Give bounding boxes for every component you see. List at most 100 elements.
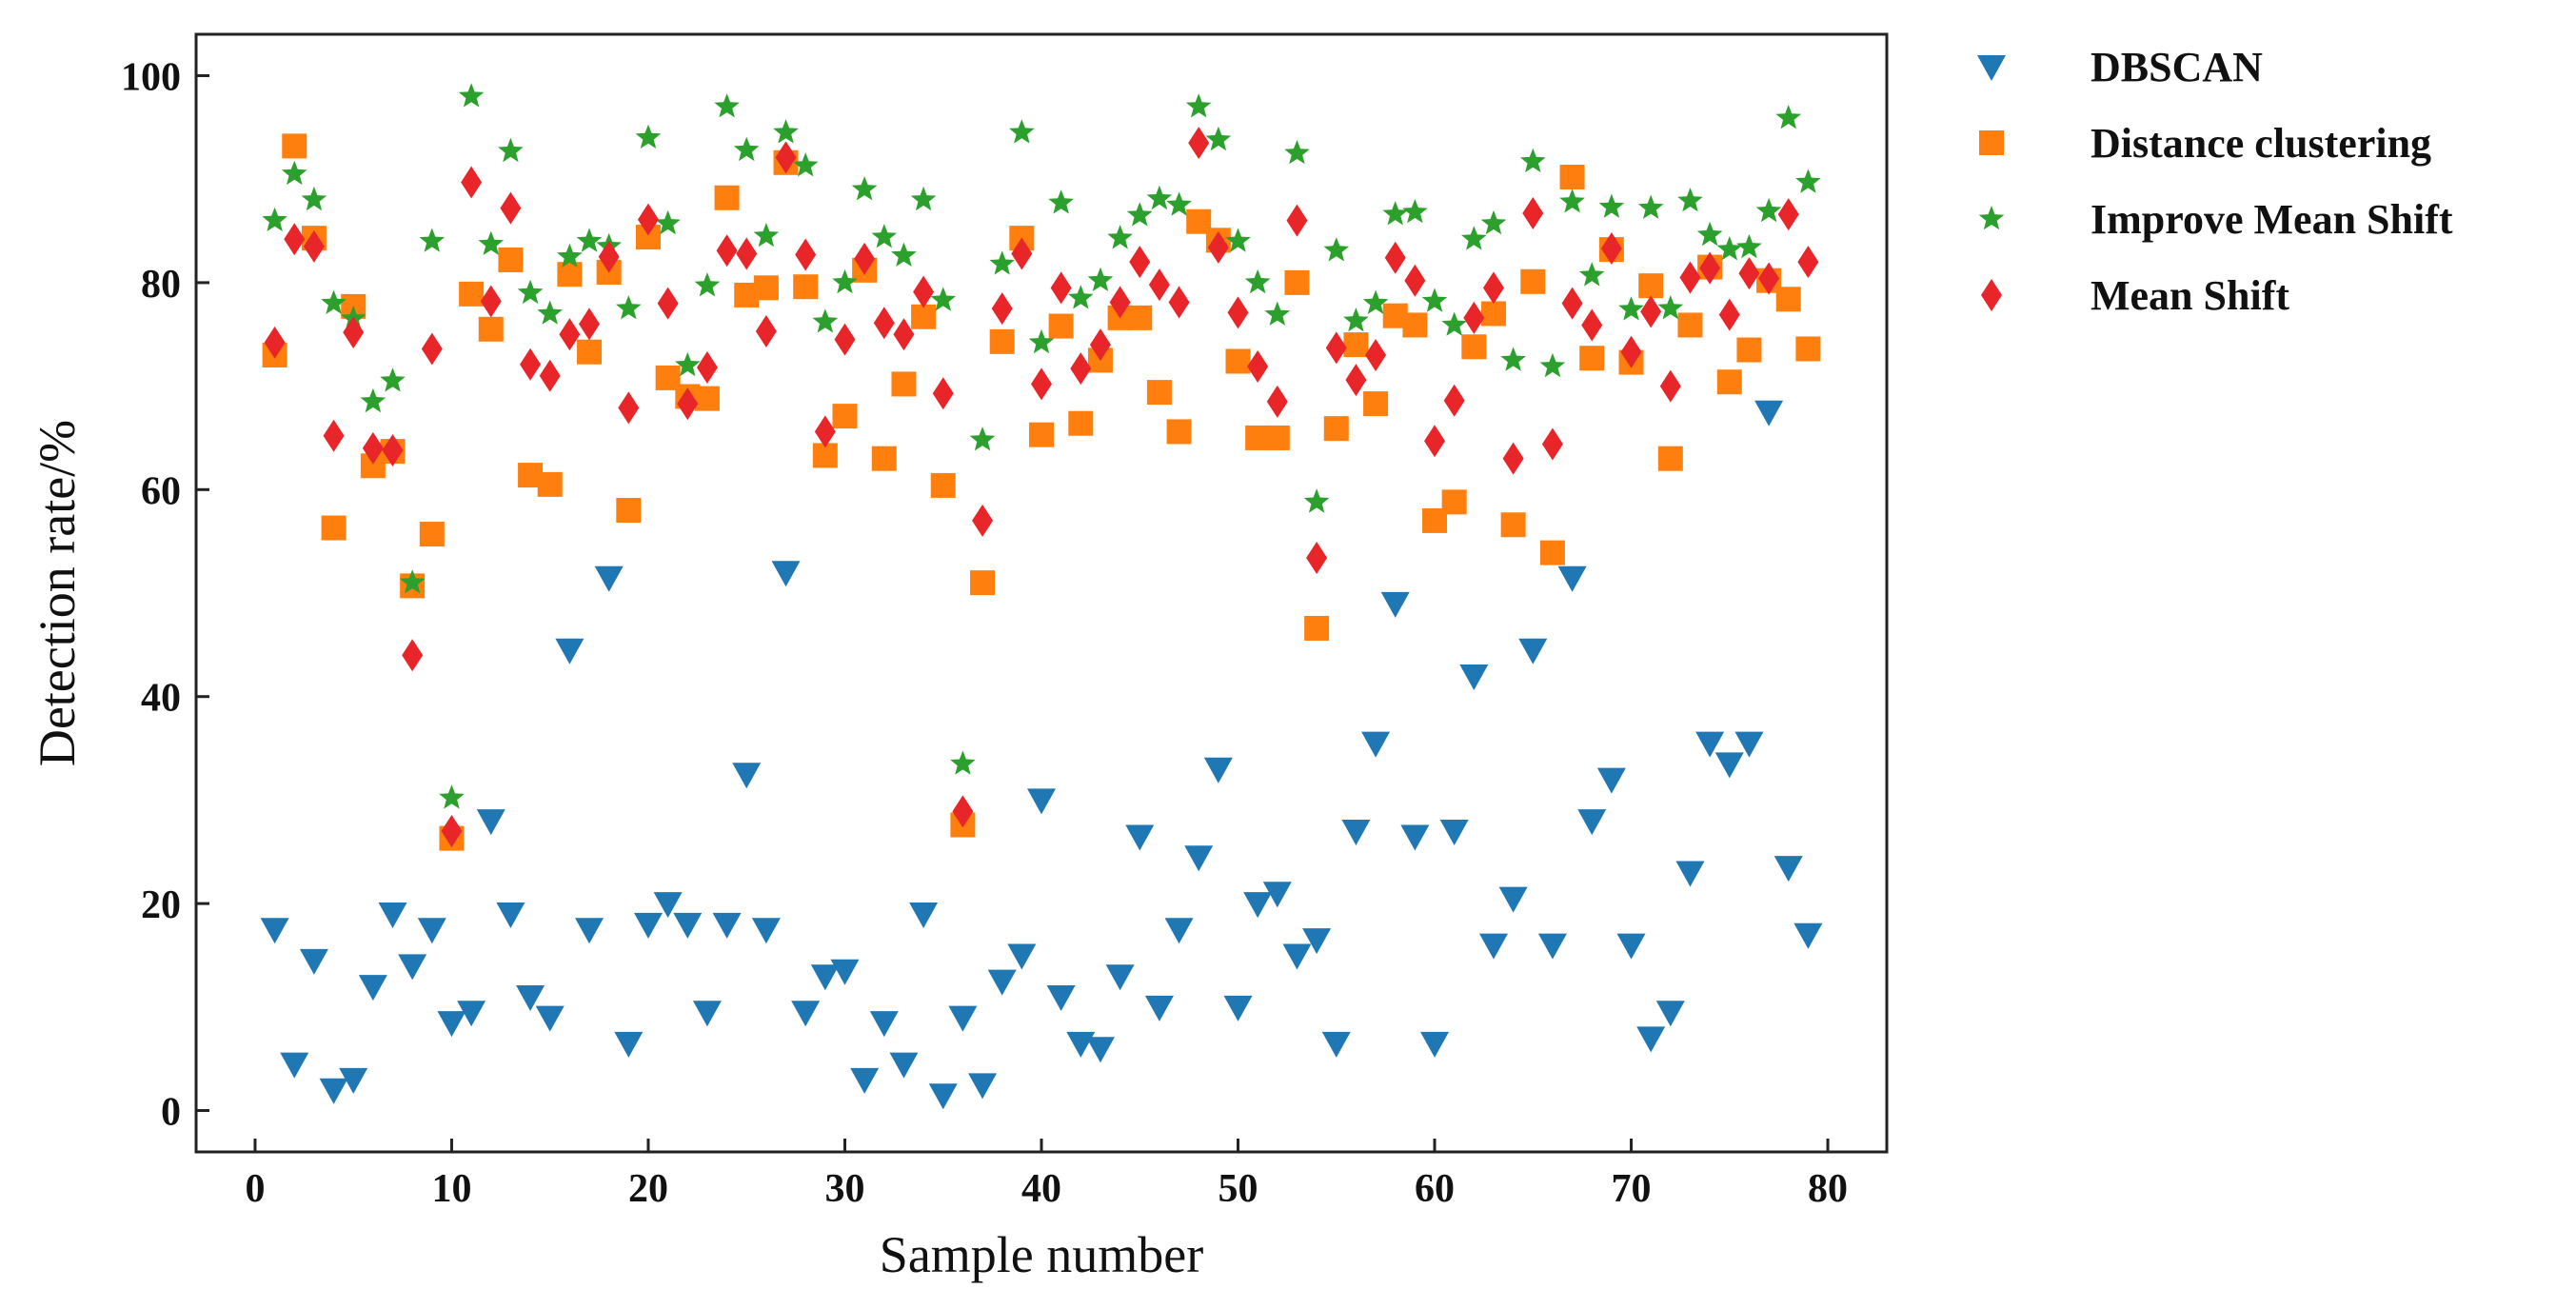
legend-marker-dbscan [1977, 55, 2006, 81]
legend-marker-improve-mean-shift [1978, 206, 2005, 230]
mean-shift-point [500, 191, 522, 225]
improve-mean-shift-point [1716, 236, 1743, 261]
improve-mean-shift-point [910, 186, 937, 211]
distance-clustering-point [970, 570, 996, 596]
distance-clustering-point [832, 404, 858, 429]
improve-mean-shift-point [1736, 233, 1762, 259]
improve-mean-shift-point [733, 136, 760, 162]
improve-mean-shift-point [1323, 237, 1350, 262]
distance-clustering-point [1323, 416, 1349, 442]
improve-mean-shift-point [1068, 285, 1094, 309]
dbscan-point [1184, 845, 1214, 872]
legend-marker-distance-clustering [1979, 130, 2004, 155]
improve-mean-shift-point [1500, 347, 1526, 371]
dbscan-point [535, 1005, 565, 1032]
improve-mean-shift-point [969, 426, 996, 451]
improve-mean-shift-point [1009, 119, 1035, 144]
improve-mean-shift-point [635, 124, 662, 149]
mean-shift-point [1050, 271, 1072, 305]
dbscan-point [457, 1001, 486, 1027]
improve-mean-shift-point [1795, 169, 1821, 193]
y-tick-label: 60 [141, 469, 181, 513]
legend-label: Mean Shift [2091, 272, 2289, 319]
improve-mean-shift-point [989, 250, 1015, 275]
improve-mean-shift-point [1166, 191, 1192, 216]
mean-shift-point [1561, 287, 1583, 320]
dbscan-point [1793, 922, 1823, 949]
dbscan-point [1616, 933, 1646, 960]
mean-shift-point [598, 240, 620, 273]
distance-clustering-point [753, 275, 779, 301]
series-mean-shift [264, 127, 1819, 848]
mean-shift-point [1404, 264, 1426, 297]
legend-item-mean-shift: Mean Shift [1981, 272, 2289, 319]
improve-mean-shift-point [360, 387, 386, 413]
distance-clustering-point [1343, 332, 1369, 358]
mean-shift-point [716, 234, 738, 268]
y-tick-label: 100 [121, 55, 181, 99]
distance-clustering-point [1677, 312, 1703, 338]
dbscan-point [889, 1052, 919, 1079]
dbscan-point [417, 918, 446, 944]
distance-clustering-point [1146, 380, 1172, 406]
improve-mean-shift-point [675, 351, 701, 377]
x-tick-label: 40 [1021, 1167, 1061, 1211]
dbscan-point [633, 912, 663, 939]
mean-shift-point [284, 223, 306, 256]
mean-shift-point [382, 433, 404, 466]
mean-shift-point [1266, 385, 1288, 418]
mean-shift-point [1247, 349, 1269, 383]
dbscan-point [280, 1052, 309, 1079]
distance-clustering-point [1166, 419, 1192, 445]
mean-shift-point [1148, 268, 1170, 302]
dbscan-point [712, 912, 742, 939]
dbscan-point [909, 902, 939, 928]
mean-shift-point [1365, 338, 1387, 371]
mean-shift-point [520, 347, 542, 381]
improve-mean-shift-point [773, 119, 799, 144]
mean-shift-point [1345, 364, 1367, 397]
y-tick-label: 80 [141, 263, 181, 307]
dbscan-point [928, 1083, 958, 1110]
distance-clustering-point [459, 281, 485, 307]
dbscan-point [810, 964, 840, 991]
mean-shift-point [1443, 384, 1465, 417]
dbscan-point [1262, 882, 1292, 908]
improve-mean-shift-point [891, 242, 917, 267]
mean-shift-point [1659, 369, 1681, 403]
series-dbscan [260, 400, 1823, 1110]
dbscan-point [1380, 591, 1410, 618]
improve-mean-shift-point [321, 289, 347, 314]
mean-shift-point [873, 307, 895, 340]
dbscan-point [1459, 664, 1489, 690]
mean-shift-point [264, 326, 286, 359]
dbscan-point [1734, 731, 1764, 758]
improve-mean-shift-point [694, 272, 721, 297]
improve-mean-shift-point [1284, 140, 1310, 165]
improve-mean-shift-point [655, 209, 681, 235]
mean-shift-point [1541, 427, 1563, 461]
mean-shift-point [1600, 232, 1622, 266]
mean-shift-point [795, 238, 817, 271]
distance-clustering-point [1363, 391, 1389, 417]
dbscan-point [1007, 943, 1037, 970]
improve-mean-shift-point [1559, 188, 1585, 213]
mean-shift-point [677, 387, 699, 421]
distance-clustering-point [1716, 369, 1742, 395]
improve-mean-shift-point [517, 279, 544, 305]
improve-mean-shift-point [1775, 105, 1802, 129]
dbscan-point [732, 763, 762, 789]
y-tick-label: 40 [141, 677, 181, 721]
mean-shift-point [461, 166, 483, 199]
distance-clustering-point [1402, 312, 1428, 338]
mean-shift-point [736, 237, 758, 270]
improve-mean-shift-point [1343, 307, 1369, 332]
dbscan-point [653, 892, 683, 919]
distance-clustering-point [1579, 346, 1605, 371]
dbscan-point [1655, 1001, 1685, 1027]
dbscan-point [339, 1067, 368, 1094]
dbscan-point [1361, 731, 1391, 758]
improve-mean-shift-point [1696, 221, 1723, 247]
dbscan-point [1596, 767, 1626, 794]
x-tick-label: 30 [824, 1167, 864, 1211]
